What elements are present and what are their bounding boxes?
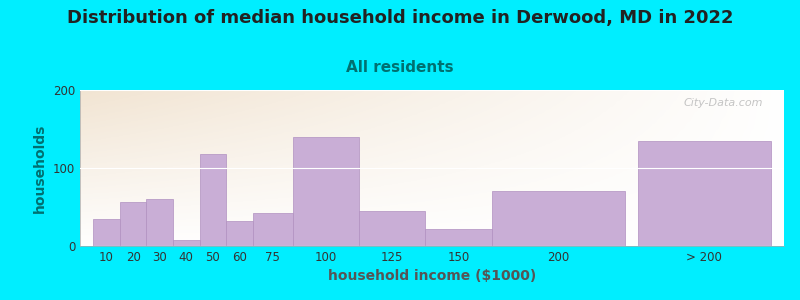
Bar [199,154,226,246]
Bar [253,213,293,246]
Bar [492,191,625,246]
Bar [94,219,120,246]
Bar [146,199,173,246]
Text: Distribution of median household income in Derwood, MD in 2022: Distribution of median household income … [66,9,734,27]
Bar [359,211,426,246]
Bar [173,240,199,246]
Bar [120,202,146,246]
Text: All residents: All residents [346,60,454,75]
Bar [638,141,770,246]
Bar [293,137,359,246]
Y-axis label: households: households [34,123,47,213]
X-axis label: household income ($1000): household income ($1000) [328,269,536,284]
Bar [426,229,492,246]
Text: City-Data.com: City-Data.com [683,98,763,108]
Bar [226,221,253,246]
